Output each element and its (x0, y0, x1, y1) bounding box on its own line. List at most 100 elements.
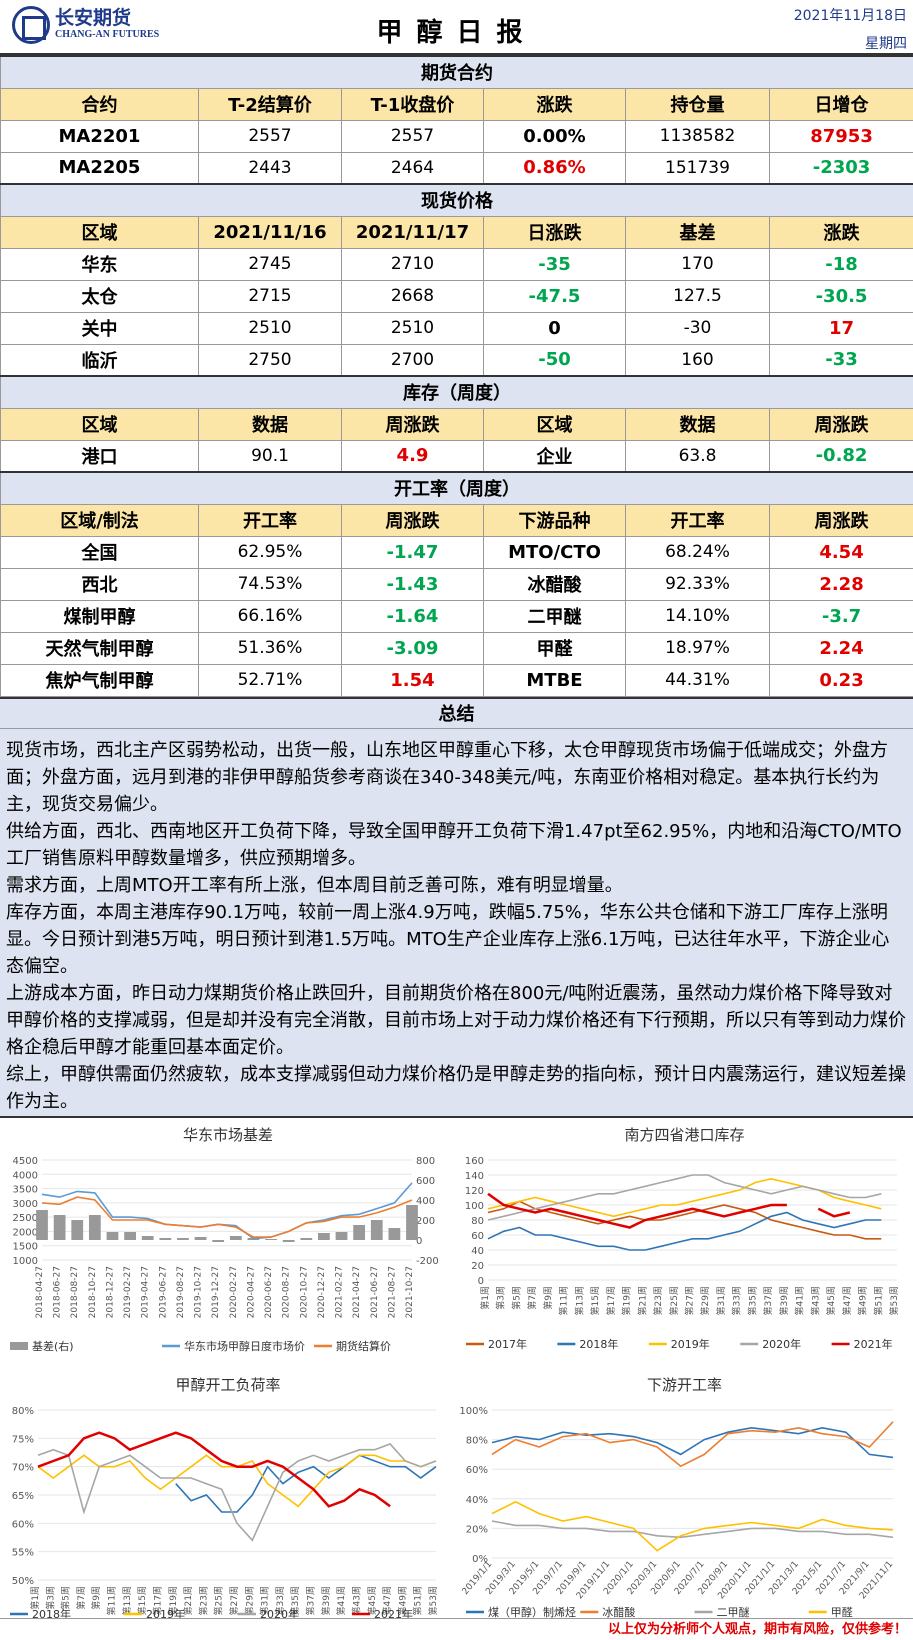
y-tick-label: 55% (12, 1548, 34, 1559)
section-title: 期货合约 (0, 55, 913, 89)
x-tick-label: 第21周 (636, 1286, 648, 1315)
table-cell: 天然气制甲醇 (0, 631, 199, 665)
table-cell: 2.24 (768, 631, 913, 665)
chart-series-line (487, 1174, 882, 1221)
table-cell: 企业 (483, 439, 626, 473)
summary-text: 现货市场，西北主产区弱势松动，出货一般，山东地区甲醇重心下移，太仓甲醇现货市场偏… (0, 729, 913, 1118)
header-row: 区域/制法 开工率 周涨跌 下游品种 开工率 周涨跌 (0, 503, 913, 537)
chart-bar (124, 1232, 136, 1240)
table-cell: 西北 (0, 567, 199, 601)
column-header: 数据 (198, 407, 342, 441)
table-cell: 127.5 (625, 279, 770, 313)
x-tick-label: 2019-10-27 (194, 1266, 204, 1318)
x-tick-label: 第43周 (809, 1286, 821, 1315)
y-tick-label: 1000 (13, 1256, 38, 1267)
table-cell: 2510 (198, 311, 342, 345)
x-tick-label: 第25周 (213, 1586, 225, 1615)
x-tick-label: 2020-10-27 (299, 1266, 309, 1318)
y-tick-label: 100 (465, 1201, 484, 1212)
legend-label: 2021年 (854, 1337, 893, 1351)
table-cell: 4.9 (341, 439, 484, 473)
table-cell: 临沂 (0, 343, 199, 377)
summary-paragraph: 库存方面，本周主港库存90.1万吨，较前一周上涨4.9万吨，跌幅5.75%，华东… (6, 902, 890, 977)
x-tick-label: 第53周 (888, 1286, 900, 1315)
chart-series-line (487, 1211, 882, 1251)
table-cell: 87953 (768, 119, 913, 153)
table-cell: 51.36% (198, 631, 342, 665)
chart-bar (282, 1240, 295, 1242)
legend-label: 煤（甲醇）制烯烃 (488, 1605, 576, 1618)
y-tick-label: 60 (471, 1231, 484, 1242)
chart-bar (388, 1228, 401, 1240)
column-header: 基差 (625, 215, 770, 249)
y2-tick-label: 600 (416, 1176, 435, 1187)
x-tick-label: 第1周 (479, 1286, 491, 1310)
table-row: MA2205 2443 2464 0.86% 151739 -2303 (0, 151, 913, 185)
table-cell: -1.64 (341, 599, 484, 633)
x-tick-label: 第15周 (589, 1286, 601, 1315)
legend-label: 2020年 (762, 1337, 801, 1351)
chart-bar (71, 1220, 84, 1240)
section-row: 库存（周度） (0, 375, 913, 409)
x-tick-label: 2019-12-27 (211, 1266, 221, 1318)
chart-series-line (37, 1431, 391, 1508)
y-tick-label: 140 (465, 1171, 484, 1182)
column-header: 区域 (0, 407, 199, 441)
company-logo-icon (12, 6, 50, 44)
table-cell: 港口 (0, 439, 199, 473)
legend-label: 2019年 (671, 1337, 710, 1351)
x-tick-label: 2020-04-27 (246, 1266, 256, 1318)
legend-label: 冰醋酸 (602, 1605, 635, 1618)
header-row: 区域 2021/11/16 2021/11/17 日涨跌 基差 涨跌 (0, 215, 913, 249)
legend-label: 2021年 (374, 1607, 413, 1618)
y-tick-label: 1500 (13, 1242, 38, 1253)
table-cell: -30 (625, 311, 770, 345)
table-cell: 二甲醚 (483, 599, 626, 633)
table-cell: 92.33% (625, 567, 770, 601)
x-tick-label: 第35周 (289, 1586, 301, 1615)
x-tick-label: 第49周 (396, 1586, 408, 1615)
table-cell: 66.16% (198, 599, 342, 633)
summary-paragraph: 需求方面，上周MTO开工率有所上涨，但本周目前乏善可陈，难有明显增量。 (6, 875, 623, 896)
y-tick-label: 60% (12, 1519, 34, 1530)
x-tick-label: 第19周 (621, 1286, 633, 1315)
chart-bar (177, 1238, 189, 1240)
table-cell: 2715 (198, 279, 342, 313)
chart-bar (265, 1239, 277, 1240)
chart-series-line (41, 1196, 413, 1238)
y-tick-label: 100% (459, 1406, 488, 1417)
x-tick-label: 第13周 (573, 1286, 585, 1315)
x-tick-label: 第45周 (825, 1286, 837, 1315)
chart-bar (370, 1220, 383, 1240)
column-header: 2021/11/17 (341, 215, 484, 249)
header-row: 区域 数据 周涨跌 区域 数据 周涨跌 (0, 407, 913, 441)
column-header: 周涨跌 (341, 407, 484, 441)
column-header: 下游品种 (483, 503, 626, 537)
column-header: 区域 (0, 215, 199, 249)
legend-label: 2018年 (579, 1337, 618, 1351)
table-cell: -3.09 (341, 631, 484, 665)
x-tick-label: 2019-06-27 (158, 1266, 168, 1318)
chart-bar (194, 1237, 207, 1240)
chart-series-line (491, 1421, 894, 1468)
chart-bar (229, 1236, 242, 1240)
x-tick-label: 2021-04-27 (352, 1266, 362, 1318)
legend-label: 华东市场甲醇日度市场价 (184, 1339, 305, 1353)
column-header: 区域/制法 (0, 503, 199, 537)
x-tick-label: 2020-12-27 (317, 1266, 327, 1318)
data-table: 期货合约 合约 T-2结算价 T-1收盘价 涨跌 持仓量 日增仓 MA2201 2557 2557… (0, 55, 913, 697)
chart-series-line (37, 1443, 437, 1542)
legend-label: 二甲醚 (717, 1605, 750, 1618)
column-header: 持仓量 (625, 87, 770, 121)
x-tick-label: 第5周 (510, 1286, 522, 1310)
x-tick-label: 第27周 (684, 1286, 696, 1315)
table-cell: 焦炉气制甲醇 (0, 663, 199, 697)
port-inventory-chart: 南方四省港口库存 0 20 40 60 80 100 120 140 160 第1周 第3周 第5周 第7… (465, 1126, 900, 1351)
y-tick-label: 75% (12, 1434, 34, 1445)
chart-bar (159, 1238, 172, 1240)
table-cell: -47.5 (483, 279, 626, 313)
section-row: 期货合约 (0, 55, 913, 89)
chart-bar (106, 1232, 119, 1240)
table-cell: 太仓 (0, 279, 199, 313)
table-row: 关中 2510 2510 0 -30 17 (0, 311, 913, 345)
